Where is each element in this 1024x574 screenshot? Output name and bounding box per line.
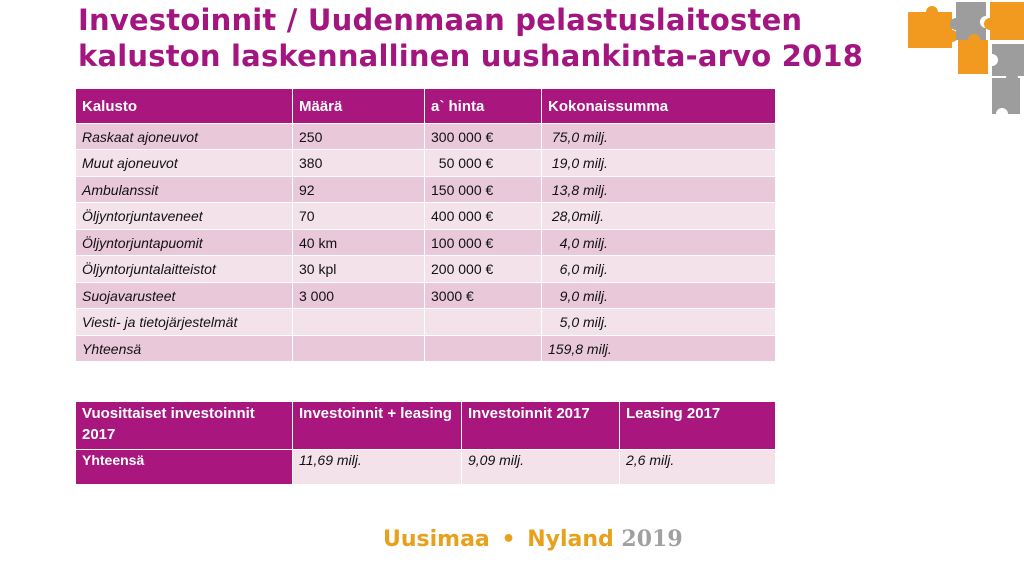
table-cell: Muut ajoneuvot xyxy=(75,149,293,177)
equipment-table: Kalusto Määrä a` hinta Kokonaissumma Ras… xyxy=(75,88,776,362)
table-cell: Yhteensä xyxy=(75,449,293,485)
table-cell: 40 km xyxy=(292,229,425,256)
table-row: Öljyntorjuntaveneet 70 400 000 € 28,0mil… xyxy=(75,202,776,230)
footer-nyland: Nyland xyxy=(527,527,614,552)
table-cell xyxy=(292,335,425,362)
header-cell: Kalusto xyxy=(75,88,293,124)
table-cell: Ambulanssit xyxy=(75,176,293,203)
table-cell: 2,6 milj. xyxy=(619,449,776,485)
table-cell: Suojavarusteet xyxy=(75,282,293,309)
table-row: Yhteensä 11,69 milj. 9,09 milj. 2,6 milj… xyxy=(75,449,776,485)
footer-logo: Uusimaa • Nyland 2019 xyxy=(383,526,683,552)
header-cell: Määrä xyxy=(292,88,425,124)
table-row: Muut ajoneuvot 380 50 000 € 19,0 milj. xyxy=(75,149,776,177)
table-cell xyxy=(424,335,542,362)
table-cell: 70 xyxy=(292,202,425,230)
puzzle-pieces-icon xyxy=(908,2,1024,114)
table-row: Ambulanssit 92 150 000 € 13,8 milj. xyxy=(75,176,776,203)
header-cell: Investoinnit + leasing xyxy=(292,401,462,450)
table-cell: 92 xyxy=(292,176,425,203)
table-row: Öljyntorjuntalaitteistot 30 kpl 200 000 … xyxy=(75,255,776,283)
table-cell: Öljyntorjuntapuomit xyxy=(75,229,293,256)
table-cell: 3 000 xyxy=(292,282,425,309)
header-cell: Leasing 2017 xyxy=(619,401,776,450)
table-cell: 6,0 milj. xyxy=(541,255,776,283)
table-cell: 150 000 € xyxy=(424,176,542,203)
table-row: Öljyntorjuntapuomit 40 km 100 000 € 4,0 … xyxy=(75,229,776,256)
annual-investments-table: Vuosittaiset investoinnit 2017 Investoin… xyxy=(75,401,776,485)
header-cell: Kokonaissumma xyxy=(541,88,776,124)
title-line-2: kaluston laskennallinen uushankinta-arvo… xyxy=(78,39,864,73)
table-cell xyxy=(424,308,542,336)
table-cell: 75,0 milj. xyxy=(541,123,776,150)
table-cell: 100 000 € xyxy=(424,229,542,256)
table-cell: 159,8 milj. xyxy=(541,335,776,362)
footer-year: 2019 xyxy=(621,526,683,552)
table-cell: 380 xyxy=(292,149,425,177)
table-cell: 11,69 milj. xyxy=(292,449,462,485)
table-row: Raskaat ajoneuvot 250 300 000 € 75,0 mil… xyxy=(75,123,776,150)
header-cell: Investoinnit 2017 xyxy=(461,401,620,450)
table-cell: 13,8 milj. xyxy=(541,176,776,203)
table-cell xyxy=(292,308,425,336)
table-cell: Raskaat ajoneuvot xyxy=(75,123,293,150)
title-line-1: Investoinnit / Uudenmaan pelastuslaitost… xyxy=(78,3,803,37)
footer-uusimaa: Uusimaa xyxy=(383,527,490,552)
table-cell: 300 000 € xyxy=(424,123,542,150)
table-cell: 400 000 € xyxy=(424,202,542,230)
table-cell: 5,0 milj. xyxy=(541,308,776,336)
table-cell: Öljyntorjuntaveneet xyxy=(75,202,293,230)
table-cell: 3000 € xyxy=(424,282,542,309)
table-cell: 9,09 milj. xyxy=(461,449,620,485)
table-header-row: Vuosittaiset investoinnit 2017 Investoin… xyxy=(75,401,776,450)
table-cell: 200 000 € xyxy=(424,255,542,283)
page-title: Investoinnit / Uudenmaan pelastuslaitost… xyxy=(78,2,863,74)
table-row-total: Yhteensä 159,8 milj. xyxy=(75,335,776,362)
table-cell: 9,0 milj. xyxy=(541,282,776,309)
table-cell: Viesti- ja tietojärjestelmät xyxy=(75,308,293,336)
header-cell: a` hinta xyxy=(424,88,542,124)
table-cell: 19,0 milj. xyxy=(541,149,776,177)
table-header-row: Kalusto Määrä a` hinta Kokonaissumma xyxy=(75,88,776,124)
table-cell: 4,0 milj. xyxy=(541,229,776,256)
table-row: Viesti- ja tietojärjestelmät 5,0 milj. xyxy=(75,308,776,336)
table-cell: 30 kpl xyxy=(292,255,425,283)
table-cell: 50 000 € xyxy=(424,149,542,177)
footer-separator: • xyxy=(501,527,516,552)
table-cell: Öljyntorjuntalaitteistot xyxy=(75,255,293,283)
table-row: Suojavarusteet 3 000 3000 € 9,0 milj. xyxy=(75,282,776,309)
table-cell: 250 xyxy=(292,123,425,150)
header-cell: Vuosittaiset investoinnit 2017 xyxy=(75,401,293,450)
table-cell: Yhteensä xyxy=(75,335,293,362)
table-cell: 28,0milj. xyxy=(541,202,776,230)
